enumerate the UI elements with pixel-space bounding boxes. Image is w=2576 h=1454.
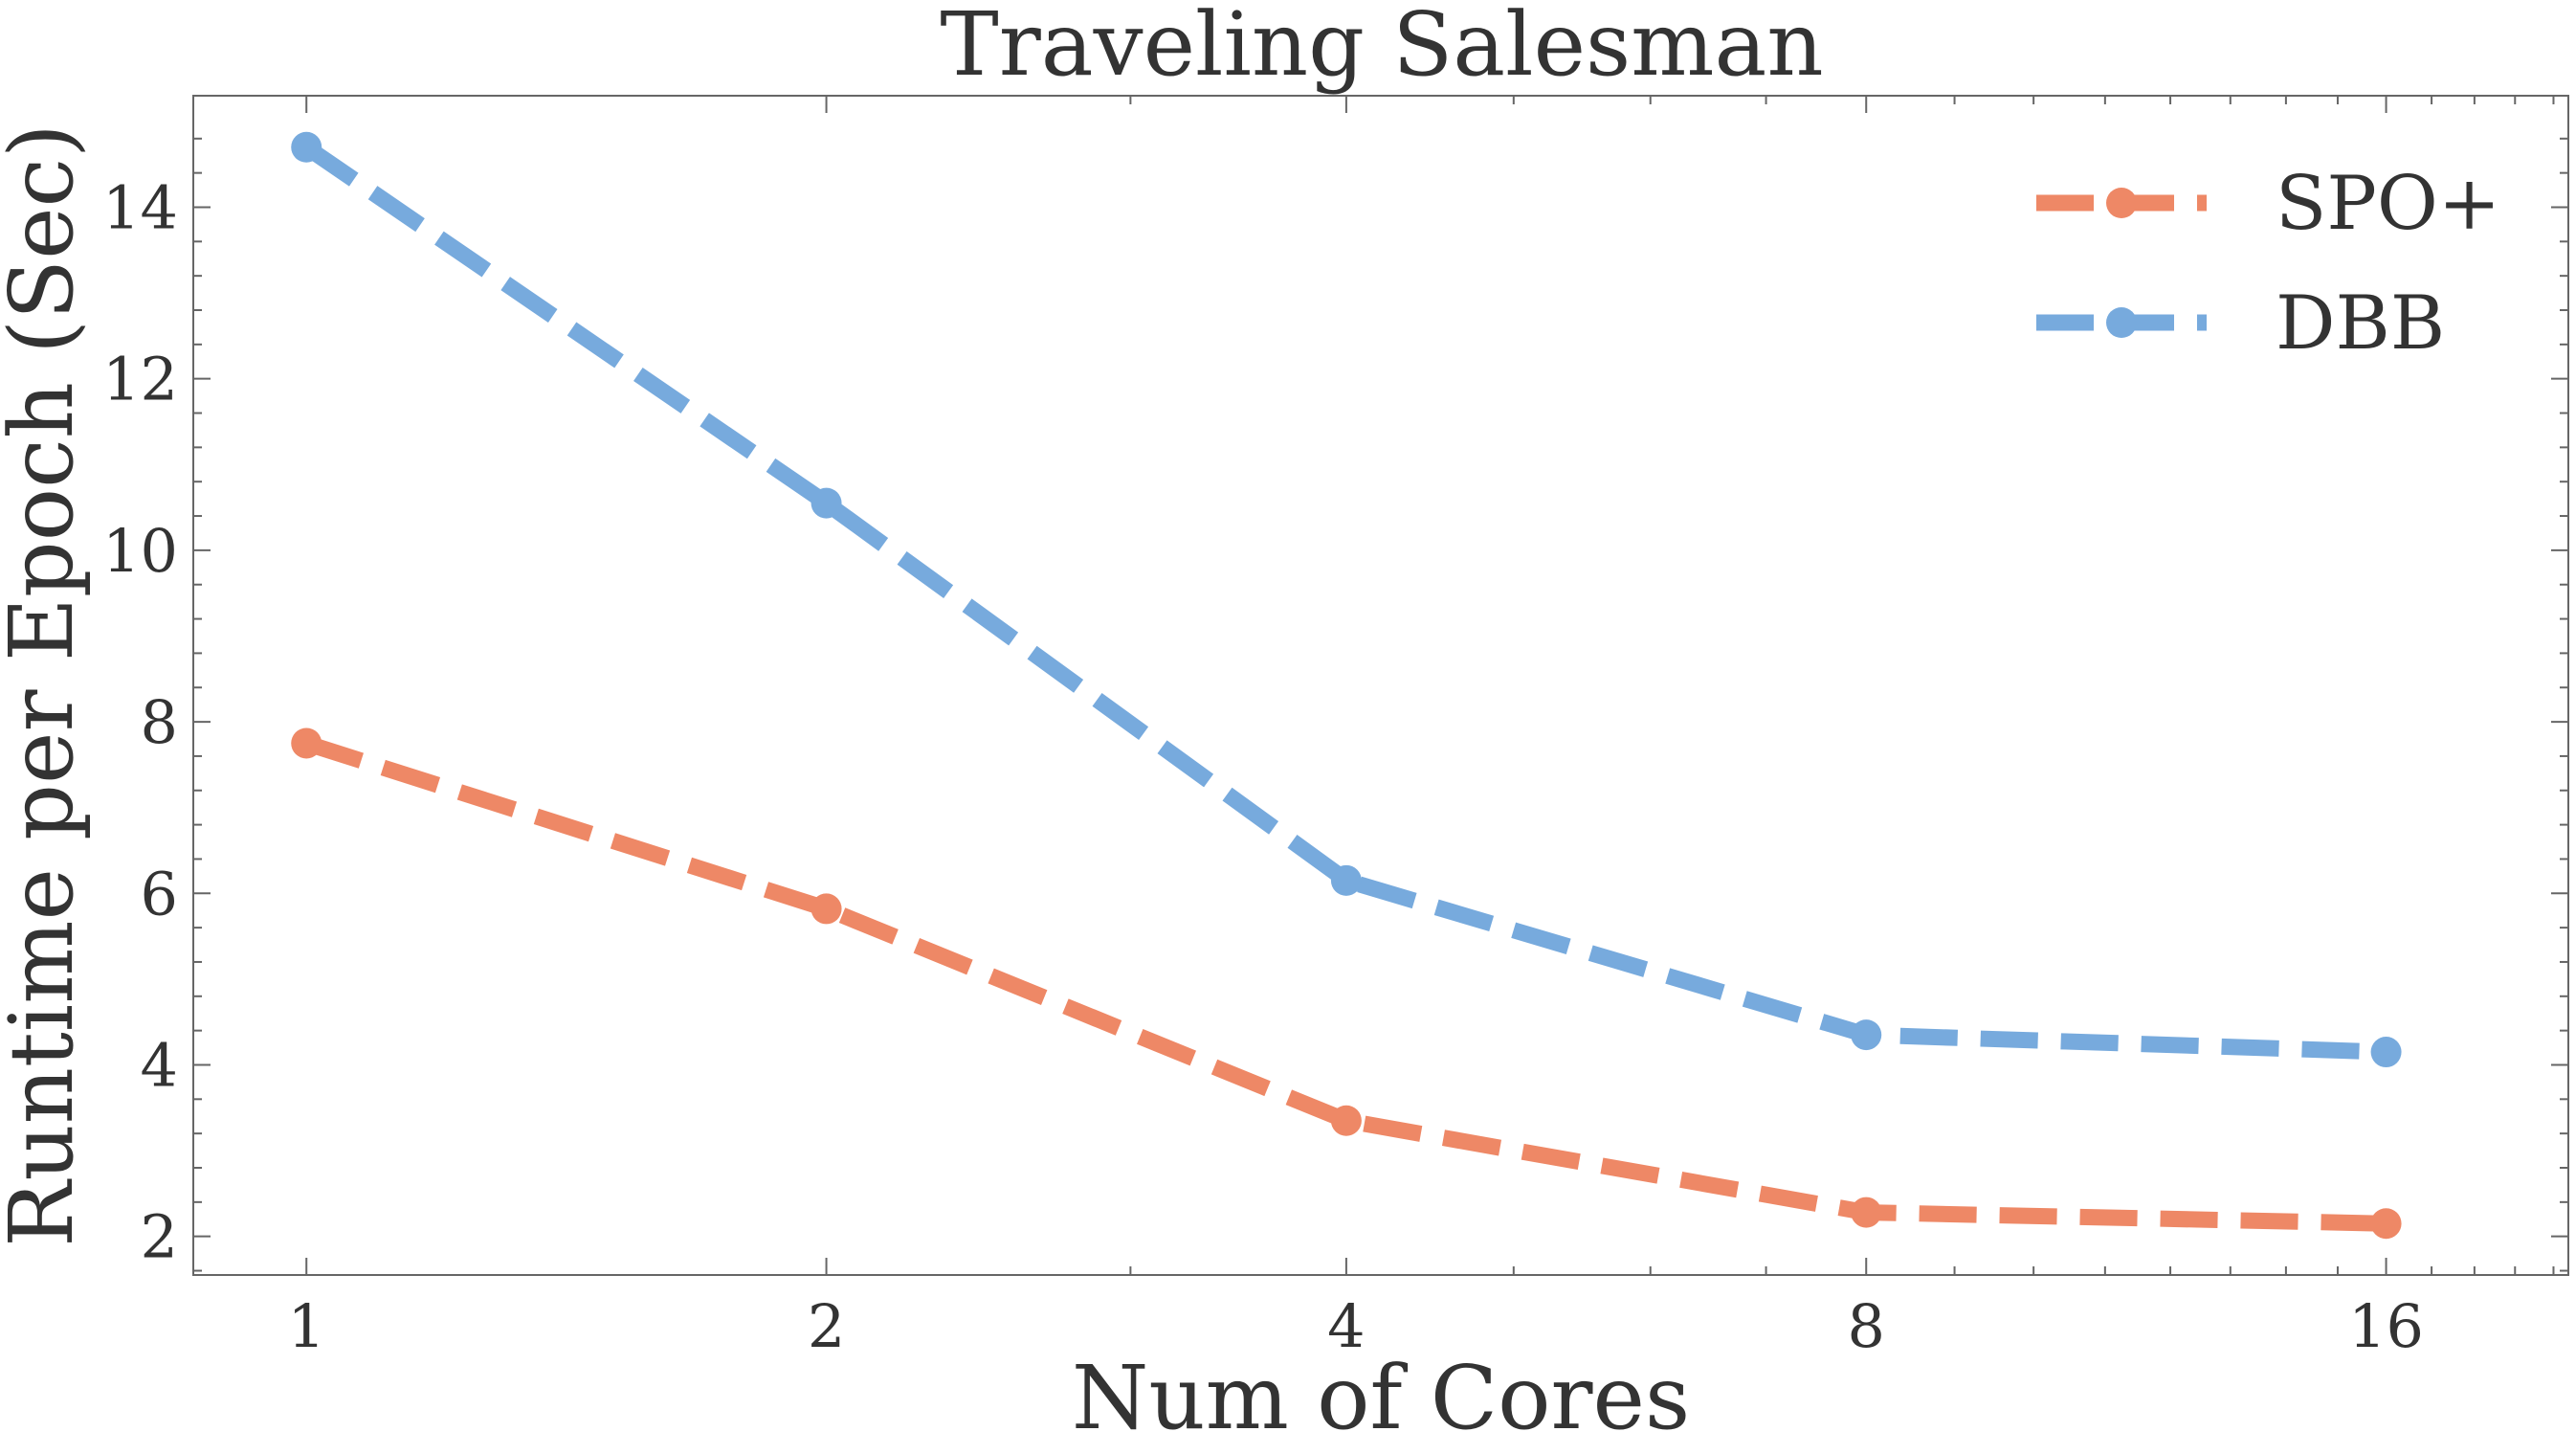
- data-point-dbb: [2370, 1037, 2402, 1068]
- series-spo: [291, 727, 2402, 1240]
- y-tick-label: 14: [102, 172, 178, 242]
- y-tick-label: 4: [141, 1030, 178, 1100]
- chart-title: Traveling Salesman: [940, 0, 1823, 96]
- legend-item-dbb: DBB: [2036, 280, 2445, 367]
- y-axis-tick-labels: 2 4 6 8 10 12 14: [102, 172, 178, 1271]
- y-axis-label: Runtime per Epoch (Sec): [0, 123, 93, 1247]
- legend-marker-dbb: [2106, 307, 2137, 338]
- data-point-spo: [1851, 1197, 1882, 1228]
- data-point-dbb: [291, 131, 322, 163]
- data-point-spo: [1330, 1105, 1362, 1136]
- legend-label-dbb: DBB: [2276, 280, 2445, 367]
- data-point-dbb: [811, 487, 842, 519]
- y-tick-label: 12: [102, 345, 178, 414]
- x-axis-label: Num of Cores: [1072, 1347, 1690, 1449]
- series-layer: [291, 131, 2402, 1240]
- plot-frame: [192, 95, 2569, 1276]
- x-axis-tick-labels: 1 2 4 8 16: [287, 1291, 2424, 1361]
- data-point-spo: [291, 727, 322, 759]
- x-tick-label: 16: [2348, 1291, 2424, 1361]
- series-dbb: [291, 131, 2402, 1068]
- y-tick-label: 2: [141, 1202, 178, 1272]
- x-tick-label: 4: [1327, 1291, 1365, 1361]
- legend-label-spo: SPO+: [2276, 161, 2500, 247]
- data-point-dbb: [1330, 864, 1362, 896]
- legend: SPO+ DBB: [2036, 161, 2500, 367]
- x-tick-label: 1: [287, 1291, 324, 1361]
- x-tick-label: 8: [1848, 1291, 1885, 1361]
- x-axis-ticks: [305, 96, 2555, 1275]
- data-point-dbb: [1851, 1019, 1882, 1051]
- series-line-dbb: [301, 140, 2387, 1061]
- data-point-spo: [811, 893, 842, 925]
- y-tick-label: 10: [102, 516, 178, 586]
- y-tick-label: 8: [141, 687, 178, 757]
- y-axis-ticks: [193, 137, 2568, 1272]
- series-line-spo: [303, 735, 2387, 1232]
- legend-item-spo: SPO+: [2036, 161, 2500, 247]
- y-tick-label: 6: [141, 859, 178, 928]
- legend-marker-spo: [2106, 188, 2137, 218]
- x-tick-label: 2: [808, 1291, 845, 1361]
- data-point-spo: [2370, 1208, 2402, 1240]
